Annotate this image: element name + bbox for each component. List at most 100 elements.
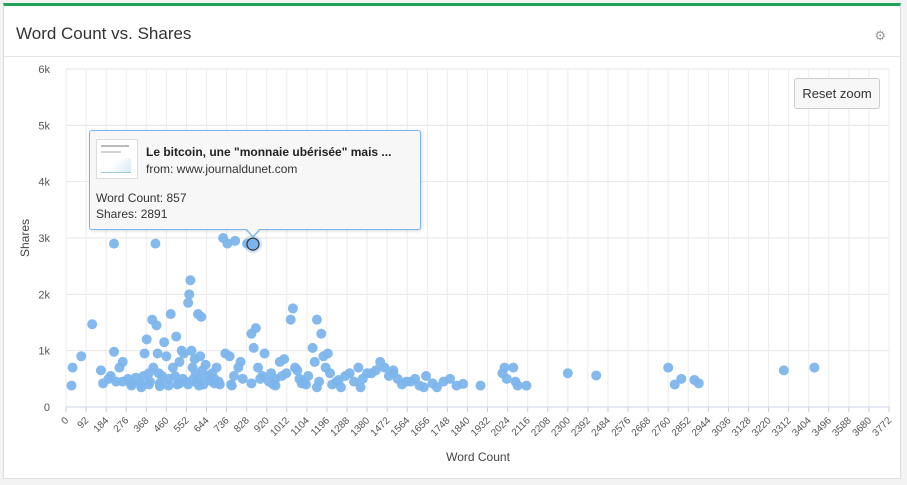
data-point[interactable] (152, 348, 163, 359)
data-point[interactable] (250, 323, 261, 334)
x-tick-label: 1196 (309, 415, 332, 438)
data-point[interactable] (287, 303, 298, 314)
data-point[interactable] (151, 320, 162, 331)
x-tick-label: 1656 (409, 415, 433, 439)
data-point[interactable] (117, 356, 128, 367)
data-point[interactable] (224, 351, 235, 362)
data-point[interactable] (141, 334, 152, 345)
data-point[interactable] (194, 380, 205, 391)
data-point[interactable] (159, 337, 170, 348)
data-point[interactable] (311, 314, 322, 325)
data-point[interactable] (211, 362, 222, 373)
data-point[interactable] (174, 378, 185, 389)
data-point[interactable] (195, 351, 206, 362)
data-point[interactable] (778, 365, 789, 376)
data-point[interactable] (307, 342, 318, 353)
data-point[interactable] (379, 362, 390, 373)
data-point[interactable] (499, 362, 510, 373)
data-point[interactable] (418, 382, 429, 393)
data-point[interactable] (809, 362, 820, 373)
data-point[interactable] (95, 365, 106, 376)
data-point[interactable] (344, 368, 355, 379)
data-point[interactable] (279, 354, 290, 365)
data-point[interactable] (663, 362, 674, 373)
data-point[interactable] (235, 356, 246, 367)
data-point[interactable] (126, 380, 137, 391)
data-point[interactable] (117, 376, 128, 387)
data-point[interactable] (445, 373, 456, 384)
data-point[interactable] (87, 319, 98, 330)
data-point[interactable] (237, 373, 248, 384)
data-point[interactable] (458, 378, 469, 389)
data-point[interactable] (209, 378, 220, 389)
highlighted-data-point[interactable] (246, 237, 260, 251)
data-point[interactable] (292, 365, 303, 376)
reset-zoom-button[interactable]: Reset zoom (794, 78, 880, 109)
data-point[interactable] (184, 289, 195, 300)
data-point[interactable] (281, 368, 292, 379)
data-point[interactable] (253, 362, 264, 373)
data-point[interactable] (154, 381, 165, 392)
data-point[interactable] (285, 314, 296, 325)
data-point[interactable] (349, 376, 360, 387)
data-point[interactable] (270, 380, 281, 391)
data-point[interactable] (196, 311, 207, 322)
data-point[interactable] (183, 297, 194, 308)
data-point[interactable] (257, 371, 268, 382)
data-point[interactable] (316, 328, 327, 339)
data-point[interactable] (421, 371, 432, 382)
data-point[interactable] (246, 378, 257, 389)
data-point[interactable] (475, 380, 486, 391)
data-point[interactable] (165, 309, 176, 320)
data-point[interactable] (333, 374, 344, 385)
data-point[interactable] (512, 380, 523, 391)
data-point[interactable] (303, 371, 314, 382)
data-point[interactable] (309, 356, 320, 367)
data-point[interactable] (109, 238, 120, 249)
data-point[interactable] (311, 382, 322, 393)
data-point[interactable] (143, 379, 154, 390)
data-point[interactable] (67, 362, 78, 373)
y-tick-label: 2k (38, 289, 50, 301)
data-point[interactable] (259, 348, 270, 359)
data-point[interactable] (431, 382, 442, 393)
data-point[interactable] (296, 378, 307, 389)
data-point[interactable] (562, 368, 573, 379)
data-point[interactable] (222, 238, 233, 249)
data-point[interactable] (370, 365, 381, 376)
data-point[interactable] (171, 331, 182, 342)
data-point[interactable] (167, 362, 178, 373)
data-point[interactable] (669, 379, 680, 390)
data-point[interactable] (322, 348, 333, 359)
data-point[interactable] (185, 275, 196, 286)
data-point[interactable] (150, 238, 161, 249)
data-point[interactable] (325, 368, 336, 379)
data-point[interactable] (693, 378, 704, 389)
data-point[interactable] (66, 380, 77, 391)
gear-icon[interactable]: ⚙ (874, 28, 886, 43)
data-point[interactable] (139, 348, 150, 359)
data-point[interactable] (521, 380, 532, 391)
data-point[interactable] (501, 373, 512, 384)
data-point[interactable] (248, 342, 259, 353)
data-point[interactable] (676, 373, 687, 384)
data-point[interactable] (591, 370, 602, 381)
data-point[interactable] (174, 356, 185, 367)
data-point[interactable] (229, 371, 240, 382)
data-point[interactable] (186, 345, 197, 356)
data-point[interactable] (226, 380, 237, 391)
data-point[interactable] (200, 359, 211, 370)
data-point[interactable] (230, 235, 241, 246)
data-point[interactable] (135, 378, 146, 389)
data-point[interactable] (388, 365, 399, 376)
data-point[interactable] (178, 348, 189, 359)
data-point[interactable] (183, 379, 194, 390)
data-point[interactable] (163, 380, 174, 391)
data-point[interactable] (508, 362, 519, 373)
data-point[interactable] (353, 362, 364, 373)
data-point[interactable] (109, 346, 120, 357)
data-point[interactable] (355, 382, 366, 393)
data-point[interactable] (161, 351, 172, 362)
data-point[interactable] (170, 371, 181, 382)
data-point[interactable] (76, 351, 87, 362)
